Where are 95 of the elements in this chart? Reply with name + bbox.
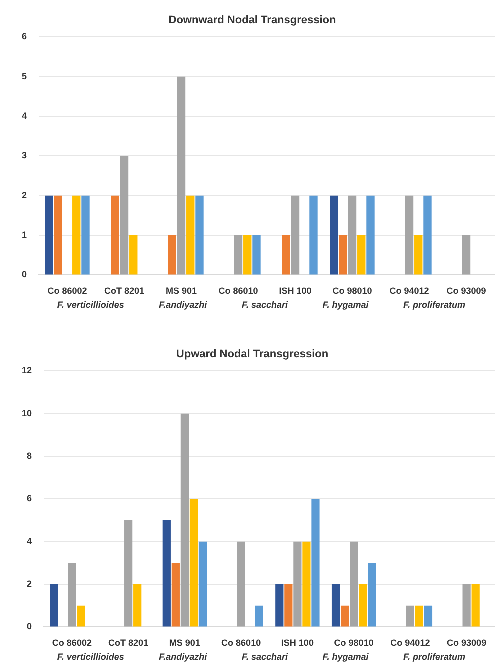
bar — [50, 584, 58, 627]
bar — [368, 563, 376, 627]
bar — [177, 76, 186, 275]
text: F. verticillioides — [57, 300, 124, 312]
bar — [255, 606, 264, 627]
bar — [190, 499, 198, 627]
x-tick-label: Co 86002 — [48, 286, 88, 296]
bar — [196, 196, 204, 275]
x-tick-label: Co 86010 — [218, 286, 258, 296]
text: F. proliferatum — [404, 300, 466, 312]
bar — [162, 520, 171, 627]
y-tick-label: 12 — [22, 366, 32, 376]
bar — [312, 499, 320, 627]
bar — [124, 520, 133, 627]
bar — [252, 236, 261, 275]
x-tick-label: Co 98010 — [332, 286, 372, 296]
x-tick-label: Co 94012 — [390, 286, 430, 296]
bar — [134, 584, 142, 627]
bar — [414, 236, 423, 275]
bar — [111, 196, 120, 275]
bar — [406, 606, 414, 627]
x-tick-label: Co 86010 — [222, 638, 262, 648]
bar — [424, 196, 432, 275]
x-tick-label: MS 901 — [169, 638, 200, 648]
x-tick-label: CoT 8201 — [108, 638, 149, 648]
y-tick-label: 0 — [26, 622, 32, 632]
bar — [172, 563, 180, 627]
bar — [405, 196, 414, 275]
bar — [350, 542, 358, 627]
bar — [340, 606, 350, 627]
y-tick-label: 5 — [22, 71, 28, 82]
bar — [330, 196, 338, 275]
chart-title: Downward Nodal Transgression — [168, 14, 337, 27]
x-tick-label: Co 94012 — [390, 638, 430, 648]
x-tick-label: MS 901 — [166, 286, 198, 296]
bar — [120, 156, 129, 275]
bar — [276, 584, 284, 627]
y-tick-label: 6 — [22, 32, 28, 42]
bar — [302, 542, 311, 627]
bar — [332, 584, 340, 627]
bar — [424, 606, 433, 627]
y-tick-label: 4 — [22, 111, 28, 122]
text: F.andiyazhi — [159, 300, 208, 312]
chart-title: Upward Nodal Transgression — [176, 348, 329, 361]
bar — [472, 584, 480, 627]
text: F. hygamai — [322, 652, 369, 664]
y-tick-label: 8 — [26, 451, 32, 462]
bar — [186, 196, 195, 275]
bar — [82, 196, 90, 275]
bar — [291, 196, 300, 275]
bar — [198, 542, 208, 627]
bar — [68, 563, 76, 627]
text: F. sacchari — [242, 300, 288, 312]
y-tick-label: 2 — [26, 579, 32, 590]
bar — [45, 196, 54, 275]
x-tick-label: ISH 100 — [279, 286, 312, 296]
x-tick-label: CoT 8201 — [104, 286, 145, 296]
bar — [234, 236, 243, 275]
y-tick-label: 3 — [22, 150, 28, 161]
y-tick-label: 2 — [22, 190, 28, 200]
bar — [54, 196, 62, 275]
text: F.andiyazhi — [159, 652, 208, 664]
y-tick-label: 4 — [26, 536, 32, 546]
bar — [339, 236, 348, 275]
bar — [415, 606, 424, 627]
bar — [284, 584, 293, 627]
y-tick-label: 0 — [22, 270, 28, 280]
y-tick-label: 1 — [22, 230, 28, 240]
bar — [366, 196, 375, 275]
bar — [310, 196, 318, 275]
bar — [358, 236, 366, 275]
y-tick-label: 6 — [26, 494, 32, 504]
bar — [77, 606, 86, 627]
bar — [282, 236, 290, 275]
x-tick-label: Co 98010 — [334, 638, 374, 648]
bar — [237, 542, 246, 627]
bar — [244, 236, 252, 275]
text: F. sacchari — [242, 652, 288, 664]
x-tick-label: Co 86002 — [52, 638, 92, 648]
x-tick-label: Co 93009 — [447, 638, 487, 648]
bar — [130, 236, 138, 275]
bar — [72, 196, 81, 275]
text: F. hygamai — [322, 300, 369, 312]
text: F. proliferatum — [404, 652, 466, 664]
x-tick-label: ISH 100 — [281, 638, 314, 648]
bar — [294, 542, 302, 627]
y-tick-label: 10 — [22, 408, 32, 418]
bar — [348, 196, 357, 275]
bar — [168, 236, 176, 275]
bar — [180, 414, 190, 627]
bar — [462, 584, 471, 627]
text: F. verticillioides — [57, 652, 124, 664]
bar — [462, 236, 471, 275]
x-tick-label: Co 93009 — [446, 286, 486, 296]
bar — [359, 584, 368, 627]
